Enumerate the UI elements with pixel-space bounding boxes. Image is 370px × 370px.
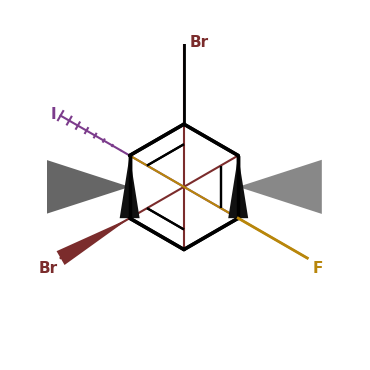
Text: Br: Br: [38, 261, 58, 276]
Text: Br: Br: [190, 36, 209, 50]
Polygon shape: [57, 218, 130, 265]
Polygon shape: [46, 160, 130, 214]
Polygon shape: [238, 160, 322, 214]
Polygon shape: [120, 155, 139, 218]
Text: I: I: [51, 107, 56, 122]
Text: F: F: [313, 261, 323, 276]
Polygon shape: [228, 155, 248, 218]
